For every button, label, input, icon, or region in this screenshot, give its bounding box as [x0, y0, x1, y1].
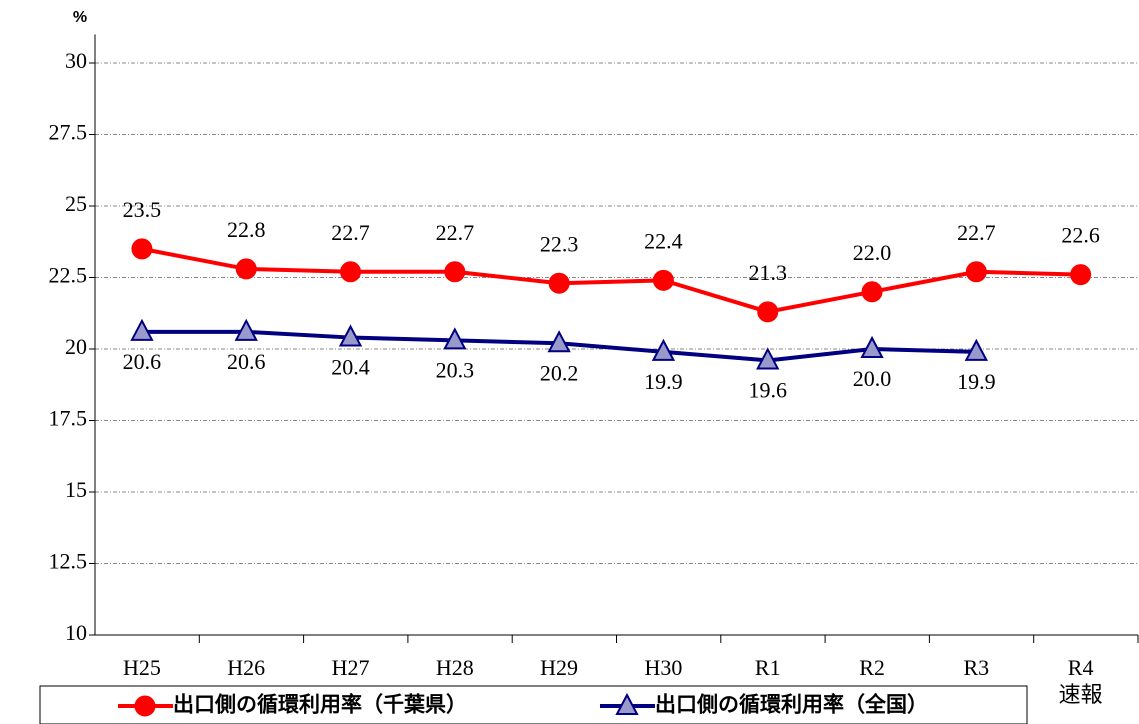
point: [1070, 264, 1092, 286]
y-tick-label: 30: [65, 48, 87, 73]
y-tick-label: 22.5: [49, 263, 88, 288]
x-tick-label: R3: [963, 655, 990, 680]
data-label: 19.9: [957, 369, 996, 394]
legend-marker: [615, 692, 639, 715]
point: [756, 347, 780, 370]
x-tick-label: H28: [435, 655, 474, 680]
y-tick-label: 20: [65, 334, 87, 359]
data-label: 22.0: [853, 240, 892, 265]
data-label: 22.8: [227, 217, 266, 242]
point: [443, 327, 467, 350]
data-label: 22.3: [540, 231, 579, 256]
data-label: 19.6: [748, 377, 787, 402]
x-tick-label: R1: [754, 655, 781, 680]
point: [340, 261, 362, 283]
data-label: 22.4: [644, 228, 683, 253]
point: [131, 238, 153, 260]
y-tick-label: 15: [65, 477, 87, 502]
point: [861, 281, 883, 303]
data-label: 20.0: [853, 366, 892, 391]
y-tick-label: 10: [65, 620, 87, 645]
x-tick-label: R4 速報: [1058, 655, 1103, 707]
data-label: 22.6: [1061, 223, 1100, 248]
x-tick-label: H26: [227, 655, 266, 680]
y-tick-label: 27.5: [49, 120, 88, 145]
point: [860, 335, 884, 358]
point: [235, 258, 257, 280]
y-unit: %: [73, 9, 87, 26]
point: [130, 318, 154, 341]
data-label: 20.6: [123, 349, 162, 374]
data-label: 22.7: [331, 220, 370, 245]
point: [548, 272, 570, 294]
data-label: 21.3: [748, 260, 787, 285]
x-tick-label: H30: [644, 655, 683, 680]
y-tick-label: 25: [65, 191, 87, 216]
data-label: 20.3: [436, 357, 475, 382]
y-tick-label: 12.5: [49, 549, 88, 574]
point: [234, 318, 258, 341]
x-tick-label: H27: [331, 655, 370, 680]
series-line: [141, 246, 1081, 314]
x-tick-label: H29: [540, 655, 579, 680]
point: [651, 338, 676, 361]
point: [547, 330, 571, 353]
y-tick-label: 17.5: [49, 406, 88, 431]
data-label: 19.9: [644, 369, 683, 394]
point: [338, 324, 363, 347]
x-tick-label: R2: [859, 655, 885, 680]
point: [965, 261, 987, 283]
data-label: 23.5: [123, 197, 162, 222]
point: [964, 338, 988, 361]
legend-box: [39, 685, 1028, 724]
data-label: 20.4: [331, 355, 370, 380]
point: [444, 261, 466, 283]
data-label: 22.7: [957, 220, 996, 245]
data-label: 20.2: [540, 360, 579, 385]
x-tick-label: H25: [122, 655, 161, 680]
data-label: 22.7: [436, 220, 475, 245]
legend-marker: [134, 695, 156, 717]
point: [652, 269, 674, 291]
point: [757, 301, 779, 323]
legend-label: 出口側の循環利用率（千葉県）: [173, 693, 467, 717]
legend-label: 出口側の循環利用率（全国）: [655, 693, 928, 717]
data-label: 20.6: [227, 349, 266, 374]
